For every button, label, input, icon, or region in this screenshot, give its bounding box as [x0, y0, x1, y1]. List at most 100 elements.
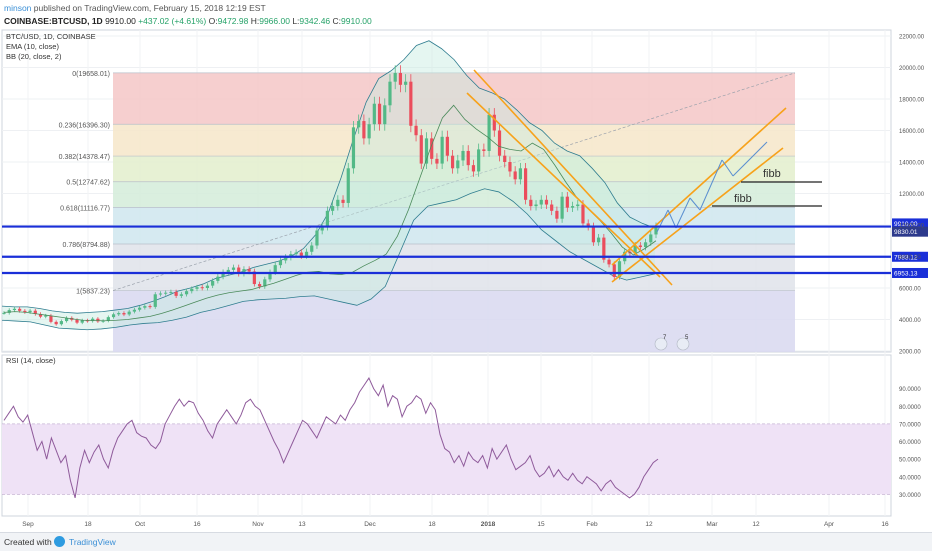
candle-body: [75, 319, 79, 323]
candle-body: [430, 138, 434, 159]
candle-body: [617, 261, 622, 277]
price-chart[interactable]: 0(19658.01) 0.236(16396.30) 0.382(14378.47…: [0, 0, 932, 532]
fib-level-label: 0.236(16396.30): [59, 122, 110, 129]
channel-line: [466, 92, 661, 278]
candle-body: [643, 242, 648, 248]
news-flag-icon: [654, 337, 668, 351]
candle-body: [445, 136, 449, 156]
candle-body: [122, 313, 126, 315]
news-flag-icon: [676, 337, 690, 351]
time-tick-label: 15: [537, 521, 545, 528]
candle-body: [503, 155, 507, 162]
tradingview-logo-icon[interactable]: [54, 536, 65, 547]
candle-body: [539, 199, 543, 205]
tradingview-brand[interactable]: TradingView: [69, 537, 116, 547]
candle-body: [450, 155, 455, 169]
legend: BTC/USD, 1D, COINBASE EMA (10, close) BB…: [6, 32, 96, 365]
candle-body: [565, 196, 569, 208]
news-flag-count: 5: [685, 335, 689, 341]
candle-body: [576, 204, 580, 207]
time-tick-label: Feb: [586, 521, 598, 528]
bb-lower-line: [1, 188, 656, 331]
price-tick-label: 10000.00: [899, 224, 925, 230]
candle-body: [49, 315, 53, 322]
candle-body: [612, 264, 616, 277]
candle-body: [471, 165, 476, 172]
open-value: 9472.98: [217, 16, 249, 26]
fib-zone: [113, 243, 795, 291]
candle-body: [591, 226, 596, 243]
candle-body: [508, 162, 512, 172]
candle-body: [143, 306, 147, 308]
price-tag: [892, 218, 928, 229]
price-tick-label: 14000.00: [899, 161, 925, 167]
projection-arrow: [656, 209, 669, 233]
candle-body: [64, 317, 69, 322]
price-change: +437.02 (+4.61%): [138, 16, 207, 26]
candle-body: [263, 279, 267, 287]
candle-body: [560, 196, 564, 219]
price-tag-label: 7983.12: [894, 254, 918, 261]
candle-body: [158, 293, 163, 295]
time-tick-label: 18: [428, 521, 436, 528]
fib-level-label: 0.382(14378.47): [59, 154, 110, 161]
candle-body: [602, 237, 606, 260]
projection-arrow: [699, 159, 723, 211]
high-value: 9966.00: [259, 16, 290, 26]
fib-level-label: 1(5837.23): [76, 289, 110, 296]
price-tick-label: 6000.00: [899, 287, 921, 293]
close-label: C:: [332, 16, 342, 26]
candle-body: [257, 284, 262, 287]
channel-line: [473, 69, 673, 286]
candle-body: [607, 259, 611, 265]
price-tag-label: 6953.13: [894, 270, 918, 277]
candle-body: [331, 206, 335, 211]
chart-header: minson published on TradingView.com, Feb…: [0, 0, 932, 30]
candle-body: [649, 234, 653, 243]
candle-body: [164, 292, 168, 294]
candle-body: [221, 272, 225, 277]
news-flag-count: 7: [663, 335, 667, 341]
candle-body: [487, 114, 491, 151]
author-name[interactable]: minson: [4, 3, 32, 13]
time-tick-label: 12: [645, 521, 653, 528]
time-tick-label: Oct: [135, 521, 145, 528]
candle-body: [101, 320, 105, 322]
fib-level-label: 0.786(8794.88): [63, 242, 110, 249]
candle-body: [424, 138, 429, 164]
candle-body: [247, 269, 251, 272]
time-tick-label: 18: [84, 521, 92, 528]
price-tick-label: 16000.00: [899, 129, 925, 135]
rsi-tick-label: 90.0000: [899, 387, 921, 393]
candle-body: [570, 206, 575, 208]
candle-body: [148, 306, 152, 308]
open-label: O:: [208, 16, 218, 26]
candle-body: [18, 308, 22, 311]
candle-body: [242, 269, 246, 274]
price-tick-label: 4000.00: [899, 318, 921, 324]
candle-body: [111, 314, 116, 318]
candle-body: [409, 81, 413, 126]
time-tick-label: 13: [298, 521, 306, 528]
price-tag: [892, 267, 928, 278]
projection-arrow: [689, 197, 701, 211]
low-label: L:: [292, 16, 300, 26]
rsi-band: [2, 423, 891, 495]
candle-body: [581, 204, 585, 224]
candle-body: [310, 245, 314, 252]
rsi-tick-label: 70.0000: [899, 422, 921, 428]
candle-body: [351, 127, 356, 169]
time-tick-label: 12: [752, 521, 760, 528]
projection-arrow: [721, 159, 734, 177]
projection-arrow: [675, 197, 691, 229]
time-tick-label: Nov: [252, 521, 264, 528]
symbol-label: COINBASE:BTCUSD, 1D: [4, 16, 103, 26]
fib-level-label: 0(19658.01): [72, 71, 110, 78]
candle-body: [59, 321, 63, 325]
candle-body: [195, 287, 199, 289]
close-value: 9910.00: [341, 16, 372, 26]
price-tag-label: 9910.00: [894, 221, 918, 228]
candlesticks: [2, 65, 658, 326]
candle-body: [237, 267, 241, 274]
candle-body: [346, 168, 350, 203]
